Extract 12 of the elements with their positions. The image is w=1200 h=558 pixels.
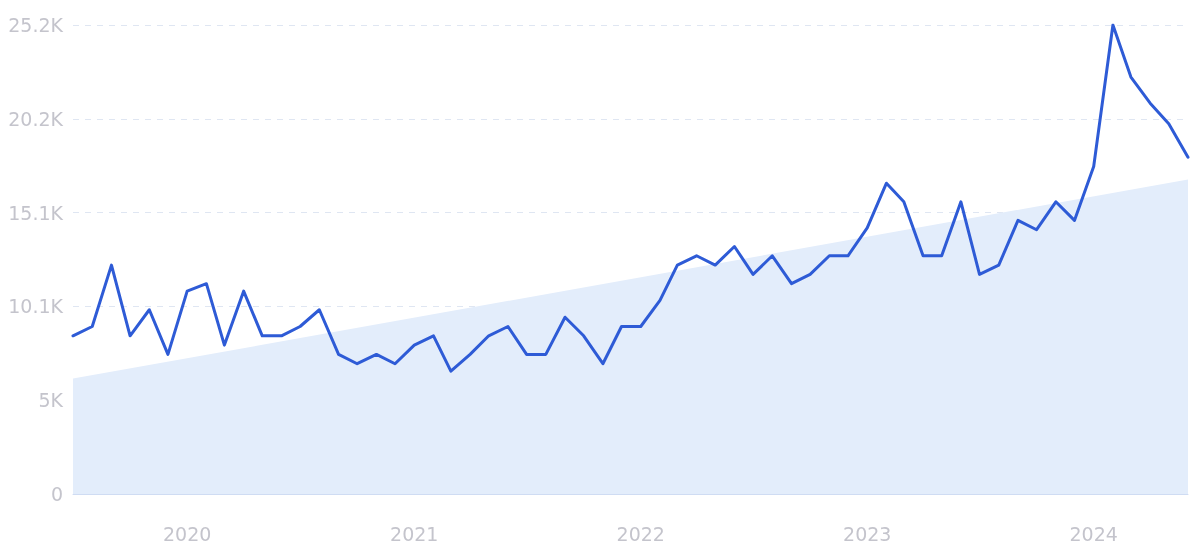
x-tick-label: 2024 (1069, 522, 1118, 545)
x-tick-label: 2020 (162, 522, 212, 545)
x-tick-label: 2023 (843, 522, 892, 545)
x-tick-label: 2021 (390, 522, 439, 545)
y-tick-label: 10.1K (8, 295, 64, 318)
line-series (71, 23, 1190, 373)
x-tick-label: 2022 (616, 522, 665, 545)
y-tick-label: 25.2K (8, 14, 64, 36)
y-tick-label: 0 (50, 483, 63, 505)
y-tick-label: 15.1K (8, 201, 64, 224)
y-tick-label: 5K (38, 389, 64, 412)
y-tick-label: 20.2K (8, 107, 64, 130)
